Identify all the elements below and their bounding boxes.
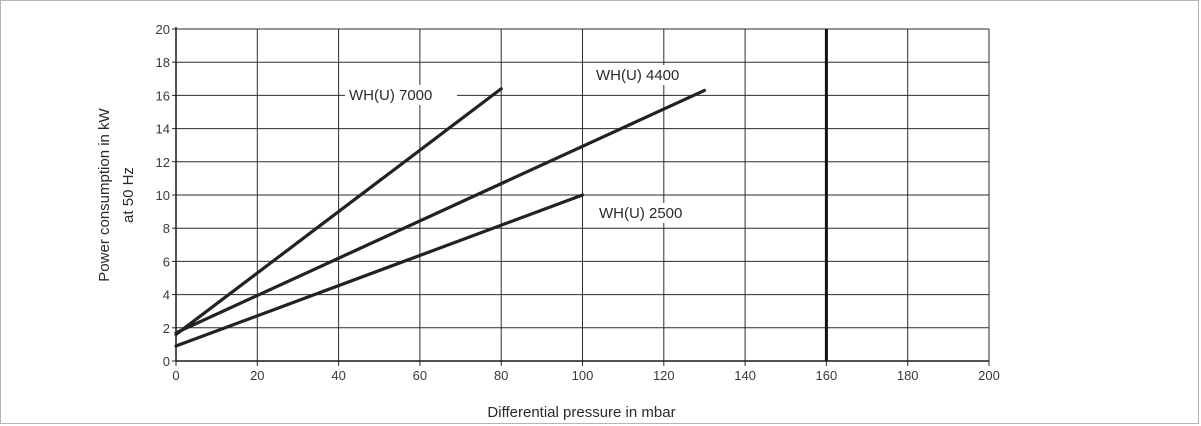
series-line-2 bbox=[174, 88, 707, 335]
series-lines bbox=[174, 87, 707, 348]
y-tick-label: 12 bbox=[156, 155, 170, 170]
y-tick-label: 16 bbox=[156, 88, 170, 103]
y-tick-label: 14 bbox=[156, 122, 170, 137]
y-tick-label: 2 bbox=[163, 321, 170, 336]
y-tick-label: 6 bbox=[163, 254, 170, 269]
x-tick-label: 160 bbox=[816, 368, 838, 383]
y-tick-label: 4 bbox=[163, 288, 170, 303]
series-label-bg bbox=[345, 85, 457, 105]
x-tick-label: 0 bbox=[172, 368, 179, 383]
series-label: WH(U) 2500 bbox=[599, 205, 682, 222]
y-tick-label: 8 bbox=[163, 221, 170, 236]
x-tick-label: 180 bbox=[897, 368, 919, 383]
x-tick-label: 60 bbox=[413, 368, 427, 383]
series-labels: WH(U) 7000 WH(U) 4400 WH(U) 2500 bbox=[345, 65, 711, 223]
x-tick-label: 200 bbox=[978, 368, 1000, 383]
y-tick-label: 10 bbox=[156, 188, 170, 203]
series-label-bg bbox=[595, 203, 711, 223]
series-line-1 bbox=[174, 87, 503, 337]
x-tick-label: 100 bbox=[572, 368, 594, 383]
x-tick-label: 20 bbox=[250, 368, 264, 383]
series-line-3 bbox=[174, 193, 585, 348]
y-tick-label: 18 bbox=[156, 55, 170, 70]
series-label: WH(U) 4400 bbox=[596, 67, 679, 84]
series-label: WH(U) 7000 bbox=[349, 87, 432, 104]
y-tick-label: 0 bbox=[163, 354, 170, 369]
x-axis-label: Differential pressure in mbar bbox=[487, 404, 675, 421]
y-tick-labels: 0 2 4 6 8 10 12 14 16 18 20 bbox=[156, 22, 170, 369]
x-tick-labels: 0 20 40 60 80 100 120 140 160 180 200 bbox=[172, 368, 999, 383]
y-axis-label-line-2: at 50 Hz bbox=[120, 167, 137, 223]
axes bbox=[172, 27, 990, 366]
series-label-bg bbox=[592, 65, 710, 85]
x-tick-label: 120 bbox=[653, 368, 675, 383]
x-tick-label: 80 bbox=[494, 368, 508, 383]
y-axis-label-line-1: Power consumption in kW bbox=[96, 107, 113, 281]
x-tick-label: 140 bbox=[734, 368, 756, 383]
y-tick-label: 20 bbox=[156, 22, 170, 37]
x-tick-label: 40 bbox=[331, 368, 345, 383]
